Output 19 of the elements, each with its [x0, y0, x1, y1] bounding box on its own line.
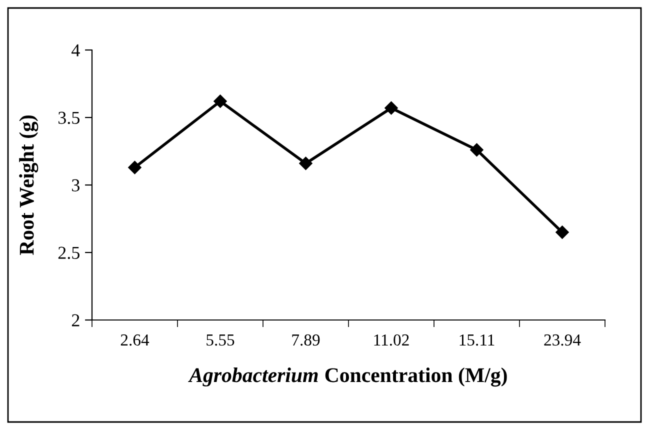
x-tick-label: 23.94: [544, 334, 581, 346]
x-tick-label: 5.55: [206, 334, 234, 346]
point: [299, 156, 312, 170]
point: [470, 143, 484, 156]
point: [556, 226, 569, 239]
y-tick-label: 2.5: [58, 246, 80, 260]
x-tick-label: 11.02: [374, 334, 409, 346]
point: [384, 101, 398, 115]
y-tick-label: 4: [72, 44, 80, 56]
x-tick-label: 7.89: [292, 334, 320, 346]
x-tick-label: 15.11: [460, 334, 494, 346]
point: [214, 94, 227, 108]
point: [128, 160, 142, 174]
y-tick-label: 2: [72, 314, 80, 326]
y-axis-title: Root Weight (g): [19, 116, 38, 256]
x-axis-title: Agrobacterium Concentration (M/g): [188, 368, 507, 387]
y-tick-label: 3.5: [58, 112, 80, 124]
x-tick-label: 2.64: [120, 334, 150, 346]
y-tick-label: 3: [72, 179, 80, 192]
